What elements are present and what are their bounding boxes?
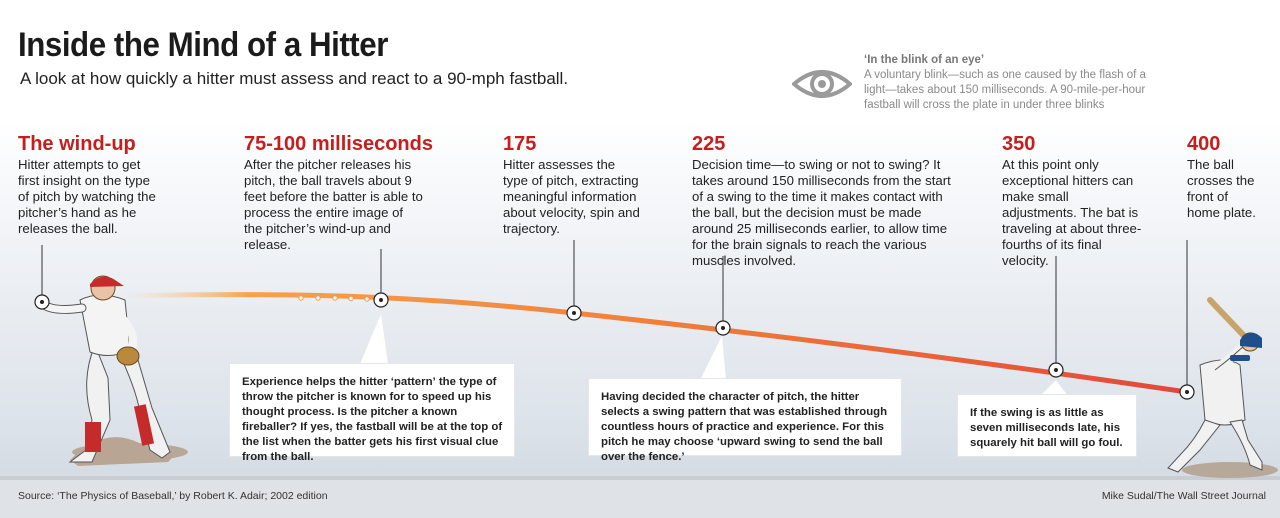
stage-text: Hitter assesses the type of pitch, extra…: [503, 157, 640, 236]
timeline-marker: [1179, 384, 1195, 400]
callout-text: Having decided the character of pitch, t…: [601, 391, 860, 418]
footer-bar: [0, 480, 1280, 518]
callout-text: is as little as seven milliseconds late,…: [970, 407, 1123, 449]
callout-swing-pattern: Having decided the character of pitch, t…: [589, 379, 901, 463]
blink-note: ‘In the blink of an eye’ A voluntary bli…: [864, 53, 1164, 113]
stage-225ms: 225 Decision time—to swing or not to swi…: [692, 131, 964, 269]
trajectory-dot: [348, 295, 354, 302]
stage-text: Decision time—to swing or not to swing? …: [692, 157, 951, 268]
stage-heading: 225: [692, 133, 726, 155]
callout-text: the type of throw the pitcher is known f…: [242, 376, 503, 463]
ball-trajectory: [117, 292, 1190, 395]
batter-illustration: [1167, 297, 1278, 478]
blink-note-heading: ‘In the blink of an eye’: [864, 54, 985, 66]
eye-icon: [792, 70, 852, 98]
source-note: Source: ‘The Physics of Baseball,’ by Ro…: [18, 490, 328, 502]
trajectory-dot: [364, 296, 370, 302]
stage-heading: 350: [1002, 133, 1036, 155]
callout-highlight: swing pattern: [652, 406, 727, 418]
timeline-marker: [1048, 362, 1064, 378]
stage-heading: 400: [1187, 133, 1221, 155]
pitcher-illustration: [39, 275, 188, 466]
ground-line: [0, 476, 1280, 482]
callout-text: If: [970, 407, 981, 419]
stage-75-100ms: 75-100 milliseconds After the pitcher re…: [244, 131, 433, 253]
stage-400ms: 400 The ball crosses the front of home p…: [1187, 131, 1259, 221]
timeline-marker: [373, 292, 389, 308]
trajectory-dot: [332, 295, 338, 301]
callout-highlight: ‘pattern’: [390, 376, 436, 388]
callout-pointer: [700, 336, 726, 380]
timeline-marker: [34, 294, 50, 310]
stage-text: Hitter attempts to get first insight on …: [18, 157, 156, 236]
stage-text: At this point only exceptional hitters c…: [1002, 157, 1142, 268]
trajectory-dot: [315, 295, 321, 301]
stage-350ms: 350 At this point only exceptional hitte…: [1002, 131, 1146, 269]
trajectory-dot: [298, 295, 304, 301]
stage-175ms: 175 Hitter assesses the type of pitch, e…: [503, 131, 643, 237]
callout-highlight: the swing: [980, 407, 1033, 419]
stage-heading: 75-100 milliseconds: [244, 133, 433, 155]
callout-late-swing: If the swing is as little as seven milli…: [958, 395, 1136, 456]
stage-heading: 175: [503, 133, 537, 155]
callout-text: Experience helps the hitter: [242, 376, 391, 388]
timeline-marker: [715, 320, 731, 336]
stage-text: The ball crosses the front of home plate…: [1187, 157, 1256, 220]
stage-heading: The wind-up: [18, 133, 136, 155]
stage-windup: The wind-up Hitter attempts to get first…: [18, 131, 158, 237]
callout-pattern: Experience helps the hitter ‘pattern’ th…: [230, 364, 514, 463]
blink-note-text: A voluntary blink—such as one caused by …: [864, 69, 1146, 111]
callout-pointer: [360, 314, 388, 364]
callout-pointer: [1040, 380, 1068, 396]
callout-text: that was established through countless h…: [601, 406, 888, 463]
page-subtitle: A look at how quickly a hitter must asse…: [20, 69, 569, 88]
timeline-marker: [566, 305, 582, 321]
credit-note: Mike Sudal/The Wall Street Journal: [1101, 490, 1266, 502]
page-title: Inside the Mind of a Hitter: [18, 26, 388, 64]
stage-text: After the pitcher releases his pitch, th…: [244, 157, 423, 252]
